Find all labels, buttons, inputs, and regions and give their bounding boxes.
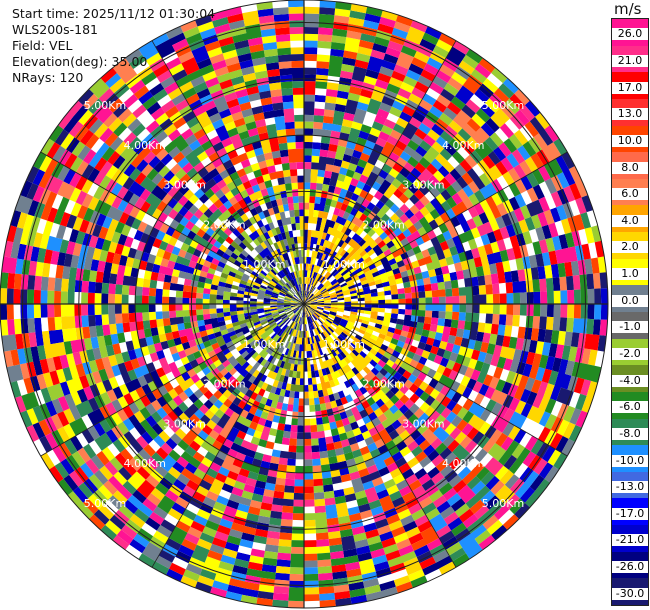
range-ring-label: 4.00Km bbox=[124, 139, 166, 152]
azimuth-line bbox=[303, 303, 457, 568]
range-ring-labels: 1.00Km 1.00Km 1.00Km 1.00Km 2.00Km 2.00Km 2.00… bbox=[84, 99, 524, 510]
velocity-gate-group bbox=[10, 10, 595, 608]
colorbar-tick-label: 26.0 bbox=[612, 28, 648, 41]
colorbar-tick-label: -4.0 bbox=[612, 374, 648, 387]
colorbar-tick-label: 6.0 bbox=[612, 188, 648, 201]
colorbar-tick-label: -6.0 bbox=[612, 401, 648, 414]
colorbar-tick-label: 21.0 bbox=[612, 54, 648, 67]
start-time-text: Start time: 2025/11/12 01:30:04 bbox=[12, 6, 216, 21]
range-ring-label: 5.00Km bbox=[84, 497, 126, 510]
range-ring-label: 1.00Km bbox=[243, 258, 285, 271]
colorbar-tick-label: -30.0 bbox=[612, 587, 648, 600]
range-ring-label: 5.00Km bbox=[84, 99, 126, 112]
azimuth-line bbox=[151, 40, 305, 305]
range-ring-label: 1.00Km bbox=[323, 258, 365, 271]
range-ring-label: 4.00Km bbox=[442, 139, 484, 152]
colorbar-tick-label: 1.0 bbox=[612, 268, 648, 281]
range-ring-label: 2.00Km bbox=[203, 378, 245, 391]
colorbar-tick-label: 2.0 bbox=[612, 241, 648, 254]
range-ring-label: 5.00Km bbox=[482, 99, 524, 112]
azimuth-line bbox=[303, 151, 568, 305]
nrays-text: NRays: 120 bbox=[12, 70, 84, 85]
velocity-gate-group bbox=[0, 8, 607, 608]
azimuth-lines bbox=[0, 0, 608, 608]
range-ring-label: 3.00Km bbox=[163, 417, 205, 430]
azimuth-line bbox=[40, 303, 305, 457]
range-ring-label: 3.00Km bbox=[402, 417, 444, 430]
range-ring-label: 1.00Km bbox=[323, 338, 365, 351]
range-ring-label: 2.00Km bbox=[203, 218, 245, 231]
range-ring-label: 3.00Km bbox=[163, 179, 205, 192]
azimuth-line bbox=[303, 40, 457, 305]
range-ring-label: 5.00Km bbox=[482, 497, 524, 510]
velocity-colorbar: 26.0 21.0 17.0 13.0 10.0 8.0 6.0 4.0 2.0 1.0 0.0 -1… bbox=[611, 18, 649, 606]
range-ring-label: 4.00Km bbox=[124, 457, 166, 470]
colorbar-tick-label: 8.0 bbox=[612, 161, 648, 174]
azimuth-line bbox=[303, 303, 568, 457]
colorbar-tick-label: 0.0 bbox=[612, 294, 648, 307]
azimuth-line bbox=[40, 151, 305, 305]
field-text: Field: VEL bbox=[12, 38, 73, 53]
range-ring-label: 1.00Km bbox=[243, 338, 285, 351]
colorbar-tick-label: -8.0 bbox=[612, 427, 648, 440]
colorbar-tick-label: 17.0 bbox=[612, 81, 648, 94]
elevation-text: Elevation(deg): 35.00 bbox=[12, 54, 148, 69]
colorbar-tick-label: -1.0 bbox=[612, 321, 648, 334]
colorbar-tick-label: -10.0 bbox=[612, 454, 648, 467]
range-ring-label: 2.00Km bbox=[362, 218, 404, 231]
colorbar-tick-label: 10.0 bbox=[612, 134, 648, 147]
range-ring-label: 4.00Km bbox=[442, 457, 484, 470]
colorbar-tick-label: -26.0 bbox=[612, 561, 648, 574]
colorbar-tick-label: -13.0 bbox=[612, 481, 648, 494]
colorbar-tick-label: -2.0 bbox=[612, 347, 648, 360]
colorbar-unit: m/s bbox=[614, 0, 642, 18]
colorbar-tick-label: -17.0 bbox=[612, 507, 648, 520]
range-ring-label: 3.00Km bbox=[402, 179, 444, 192]
colorbar-tick-label: 4.0 bbox=[612, 214, 648, 227]
azimuth-line bbox=[151, 303, 305, 568]
colorbar-tick-label: 13.0 bbox=[612, 108, 648, 121]
range-ring-label: 2.00Km bbox=[362, 378, 404, 391]
colorbar-tick-label: -21.0 bbox=[612, 534, 648, 547]
instrument-name: WLS200s-181 bbox=[12, 22, 98, 37]
scan-info-panel: Start time: 2025/11/12 01:30:04 WLS200s-… bbox=[12, 6, 215, 86]
